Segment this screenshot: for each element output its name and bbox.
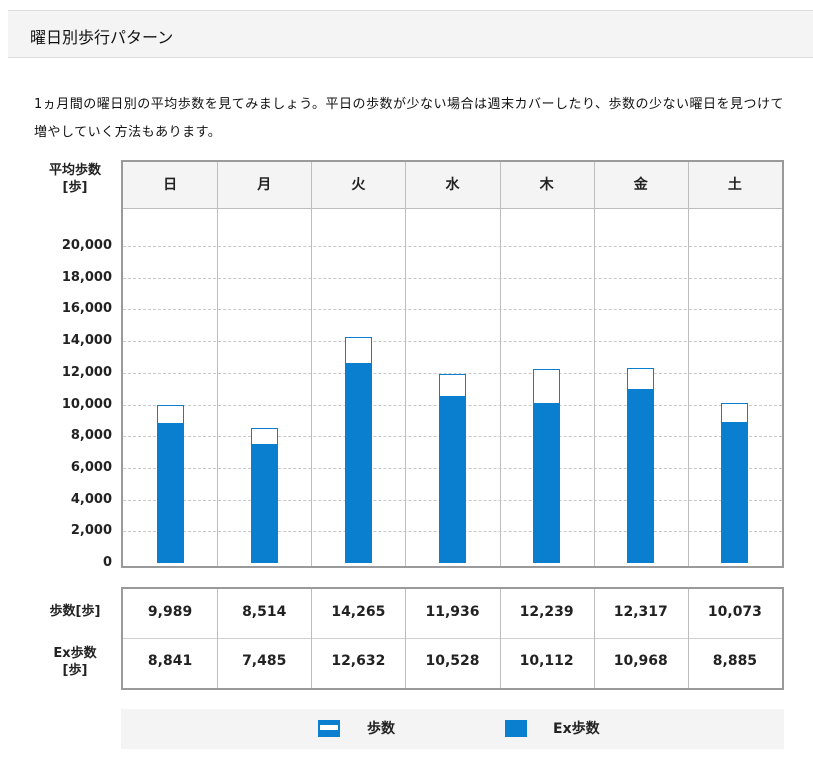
chart-legend: 歩数 Ex歩数 [121,709,784,749]
table-cell-ex-steps: 7,485 [242,653,287,669]
table-cell-ex-steps: 8,841 [147,653,193,669]
day-header: 日 [163,177,178,193]
table-column-divider [217,589,219,688]
gridline [123,277,782,279]
table-column-divider [593,589,595,688]
day-header: 水 [445,177,460,193]
bar-ex-steps [721,422,749,563]
y-tick-label: 20,000 [61,238,112,253]
bar-ex-steps [156,422,184,563]
row-label-ex-steps: Ex歩数 [歩] [53,646,97,678]
table-row-divider [123,638,782,639]
table-cell-steps: 12,317 [613,604,668,620]
day-header: 月 [257,177,272,193]
table-cell-steps: 12,239 [519,604,574,620]
y-tick-label: 6,000 [70,459,112,475]
gridline [123,341,782,343]
y-tick-label: 18,000 [61,269,112,285]
table-cell-ex-steps: 10,968 [613,653,668,669]
column-divider [593,162,595,566]
table-column-divider [687,589,689,688]
bar-ex-steps [439,396,466,563]
gridline [123,309,782,311]
table-cell-steps: 14,265 [331,604,386,620]
y-axis-title: 平均歩数 [歩] [48,163,101,195]
column-divider [687,162,689,566]
day-header: 金 [633,177,648,193]
section-title: 曜日別歩行パターン [30,28,174,47]
row-label-steps: 歩数[歩] [49,604,101,619]
table-cell-ex-steps: 10,112 [519,653,574,669]
table-column-divider [405,589,407,688]
day-header-row: 日月火水木金土 [123,162,782,209]
bar-ex-steps [250,444,278,563]
y-tick-label: 2,000 [70,523,112,539]
day-header: 土 [727,177,742,193]
table-cell-steps: 9,989 [147,604,193,620]
table-cell-ex-steps: 12,632 [331,653,386,669]
step-table: 9,989 8,841 8,514 7,485 14,265 12,632 11,936 10… [121,587,784,690]
y-tick-label: 8,000 [70,428,112,444]
table-column-divider [311,589,313,688]
table-cell-steps: 11,936 [425,604,480,620]
y-tick-label: 16,000 [61,301,112,317]
column-divider [499,162,501,566]
table-column-divider [499,589,501,688]
table-cell-steps: 8,514 [242,604,287,620]
day-header: 木 [539,177,554,193]
y-tick-label: 10,000 [61,396,112,412]
column-divider [311,162,313,566]
bar-chart: 日月火水木金土 [121,160,784,568]
y-tick-label: 0 [102,555,112,570]
legend-label-ex-steps: Ex歩数 [553,721,600,737]
y-tick-label: 12,000 [61,364,112,380]
bar-ex-steps [627,389,655,563]
y-tick-label: 14,000 [61,333,112,349]
column-divider [405,162,407,566]
intro-text: 1ヵ月間の曜日別の平均歩数を見てみましょう。平日の歩数が少ない場合は週末カバーし… [34,97,784,140]
day-header: 火 [351,177,366,193]
legend-swatch-ex-steps [505,720,527,737]
legend-label-steps: 歩数 [367,721,395,737]
gridline [123,246,782,247]
column-divider [217,162,219,566]
table-cell-ex-steps: 10,528 [425,653,480,669]
bar-ex-steps [344,362,372,563]
section-header: 曜日別歩行パターン [8,10,813,58]
gridline [123,372,782,374]
table-cell-ex-steps: 8,885 [712,653,758,669]
table-cell-steps: 10,073 [707,604,762,620]
y-tick-label: 4,000 [70,491,112,507]
legend-swatch-steps [318,720,340,737]
bar-ex-steps [533,402,561,563]
